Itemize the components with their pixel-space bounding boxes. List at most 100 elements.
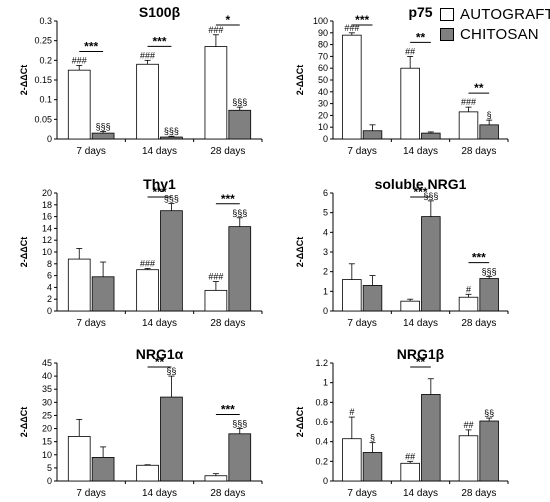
- x-tick-label: 28 days: [210, 488, 245, 499]
- y-tick-label: 50: [318, 75, 328, 85]
- bar-autograft: [342, 438, 362, 482]
- significance-label: ###: [344, 23, 359, 33]
- y-tick-label: 25: [42, 410, 52, 420]
- x-tick-label: 14 days: [403, 488, 438, 499]
- y-tick-label: 12: [42, 235, 52, 245]
- bar-chitosan: [479, 420, 499, 482]
- significance-label: §§§: [96, 122, 111, 132]
- y-tick-label: 45: [42, 358, 52, 368]
- y-tick-label: 1.2: [315, 358, 328, 368]
- bar-chitosan: [362, 452, 383, 482]
- x-tick-label: 14 days: [142, 318, 177, 329]
- comparison-stars: ***: [221, 192, 235, 206]
- bar-chitosan: [479, 124, 499, 140]
- bar-chitosan: [421, 132, 441, 140]
- y-axis-label: 2-ΔΔCt: [19, 407, 29, 437]
- significance-label: ###: [140, 259, 155, 269]
- x-tick-label: 14 days: [142, 488, 177, 499]
- x-tick-label: 14 days: [403, 318, 438, 329]
- y-tick-label: 0.8: [315, 397, 328, 407]
- significance-label: §: [487, 110, 492, 120]
- y-tick-label: 0.2: [39, 55, 52, 65]
- y-axis-label: 2-ΔΔCt: [295, 237, 305, 267]
- y-tick-label: 0.4: [315, 437, 328, 447]
- bar-chitosan: [91, 132, 115, 140]
- comparison-stars: ***: [355, 13, 369, 27]
- y-tick-label: 20: [42, 424, 52, 434]
- bar-autograft: [67, 69, 91, 140]
- y-tick-label: 1: [323, 286, 328, 296]
- chart-panel-3: soluble NRG1 2-ΔΔCt 0 1 2 3 4 5 6 7 days 14 days §§…: [295, 176, 509, 329]
- y-tick-label: 0: [323, 306, 328, 316]
- bar-chitosan: [91, 276, 115, 312]
- chart-title: Thy1: [143, 176, 176, 192]
- x-tick-label: 7 days: [76, 318, 105, 329]
- bar-chitosan: [160, 136, 183, 140]
- chart-panel-0: S100β 2-ΔΔCt 0 0.05 0.1 0.15 0.2 0.25 0.3 7 days #…: [19, 4, 263, 157]
- significance-label: ###: [140, 50, 155, 60]
- y-tick-label: 0: [47, 134, 52, 144]
- y-tick-label: 70: [318, 51, 328, 61]
- bar-autograft: [400, 67, 420, 140]
- x-tick-label: 7 days: [76, 146, 105, 157]
- legend-label-chitosan: CHITOSAN: [460, 25, 539, 43]
- comparison-stars: **: [416, 355, 426, 369]
- bar-autograft: [458, 111, 479, 140]
- comparison-stars: ***: [221, 403, 235, 417]
- bar-autograft: [136, 464, 159, 482]
- chart-title: S100β: [139, 4, 181, 20]
- chart-title: NRG1α: [136, 346, 184, 362]
- y-tick-label: 80: [318, 40, 328, 50]
- x-tick-label: 7 days: [76, 488, 105, 499]
- x-tick-label: 7 days: [347, 488, 376, 499]
- comparison-stars: **: [474, 81, 484, 95]
- bar-autograft: [204, 475, 228, 482]
- bar-chitosan: [362, 130, 383, 140]
- significance-label: §: [370, 433, 375, 443]
- comparison-stars: ***: [84, 39, 98, 53]
- significance-label: §§§: [232, 419, 247, 429]
- y-tick-label: 0.6: [315, 417, 328, 427]
- bar-autograft: [204, 46, 228, 140]
- bar-chitosan: [228, 433, 252, 482]
- y-tick-label: 20: [42, 188, 52, 198]
- y-tick-label: 0.15: [34, 75, 52, 85]
- y-tick-label: 0.1: [39, 95, 52, 105]
- significance-label: §§§: [164, 194, 179, 204]
- legend-label-autograft: AUTOGRAFT: [460, 5, 550, 23]
- y-tick-label: 40: [42, 371, 52, 381]
- significance-label: §§: [484, 408, 494, 418]
- y-tick-label: 14: [42, 223, 52, 233]
- bar-autograft: [136, 269, 159, 312]
- bar-autograft: [67, 436, 91, 482]
- bar-chitosan: [421, 394, 441, 482]
- y-tick-label: 30: [42, 397, 52, 407]
- y-tick-label: 0: [47, 306, 52, 316]
- y-tick-label: 0.25: [34, 36, 52, 46]
- y-tick-label: 10: [42, 247, 52, 257]
- y-tick-label: 3: [323, 247, 328, 257]
- y-axis-label: 2-ΔΔCt: [19, 237, 29, 267]
- y-tick-label: 30: [318, 99, 328, 109]
- bar-chitosan: [362, 285, 383, 312]
- comparison-stars: **: [416, 30, 426, 44]
- comparison-stars: **: [155, 355, 165, 369]
- y-axis-label: 2-ΔΔCt: [295, 65, 305, 95]
- x-tick-label: 14 days: [142, 146, 177, 157]
- bar-chitosan: [160, 396, 183, 482]
- comparison-stars: *: [225, 13, 230, 27]
- comparison-stars: ***: [413, 185, 427, 199]
- bar-autograft: [342, 279, 362, 312]
- bar-chitosan: [228, 226, 252, 312]
- significance-label: ###: [208, 272, 223, 282]
- x-tick-label: 28 days: [210, 146, 245, 157]
- significance-label: ###: [208, 25, 223, 35]
- x-tick-label: 28 days: [461, 318, 496, 329]
- y-tick-label: 6: [47, 271, 52, 281]
- legend-swatch-autograft: [440, 7, 454, 21]
- x-tick-label: 7 days: [347, 146, 376, 157]
- y-tick-label: 1: [323, 378, 328, 388]
